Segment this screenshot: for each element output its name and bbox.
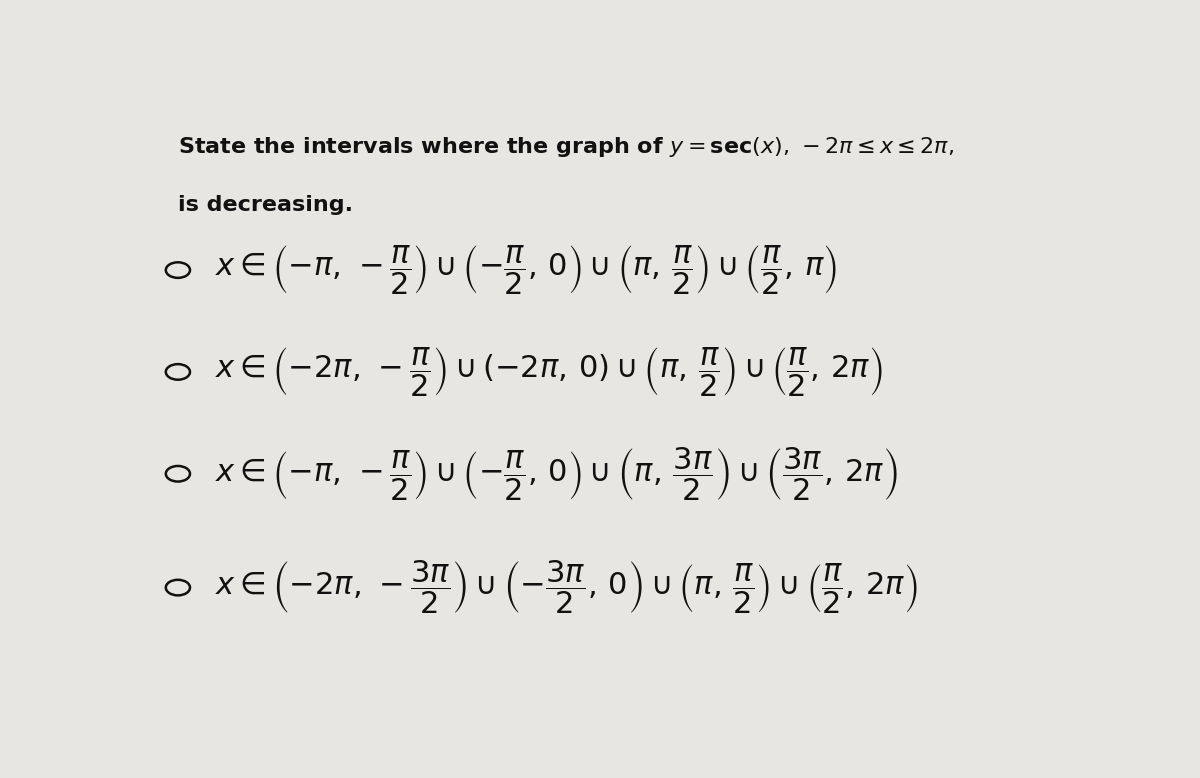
Text: $x \in \left(-2\pi,\,-\dfrac{3\pi}{2}\right) \cup \left(-\dfrac{3\pi}{2},\,0\rig: $x \in \left(-2\pi,\,-\dfrac{3\pi}{2}\ri…	[215, 559, 918, 616]
Text: $x \in \left(-\pi,\,-\dfrac{\pi}{2}\right) \cup \left(-\dfrac{\pi}{2},\,0\right): $x \in \left(-\pi,\,-\dfrac{\pi}{2}\righ…	[215, 445, 898, 503]
Text: State the intervals where the graph of $y = \mathbf{sec}(x),\,-2\pi \leq x \leq : State the intervals where the graph of $…	[178, 135, 954, 159]
Text: $x \in \left(-\pi,\,-\dfrac{\pi}{2}\right) \cup \left(-\dfrac{\pi}{2},\,0\right): $x \in \left(-\pi,\,-\dfrac{\pi}{2}\righ…	[215, 244, 838, 297]
Text: $x \in \left(-2\pi,\,-\dfrac{\pi}{2}\right) \cup \left(-2\pi,\,0\right) \cup \le: $x \in \left(-2\pi,\,-\dfrac{\pi}{2}\rig…	[215, 345, 883, 398]
Text: is decreasing.: is decreasing.	[178, 195, 353, 216]
